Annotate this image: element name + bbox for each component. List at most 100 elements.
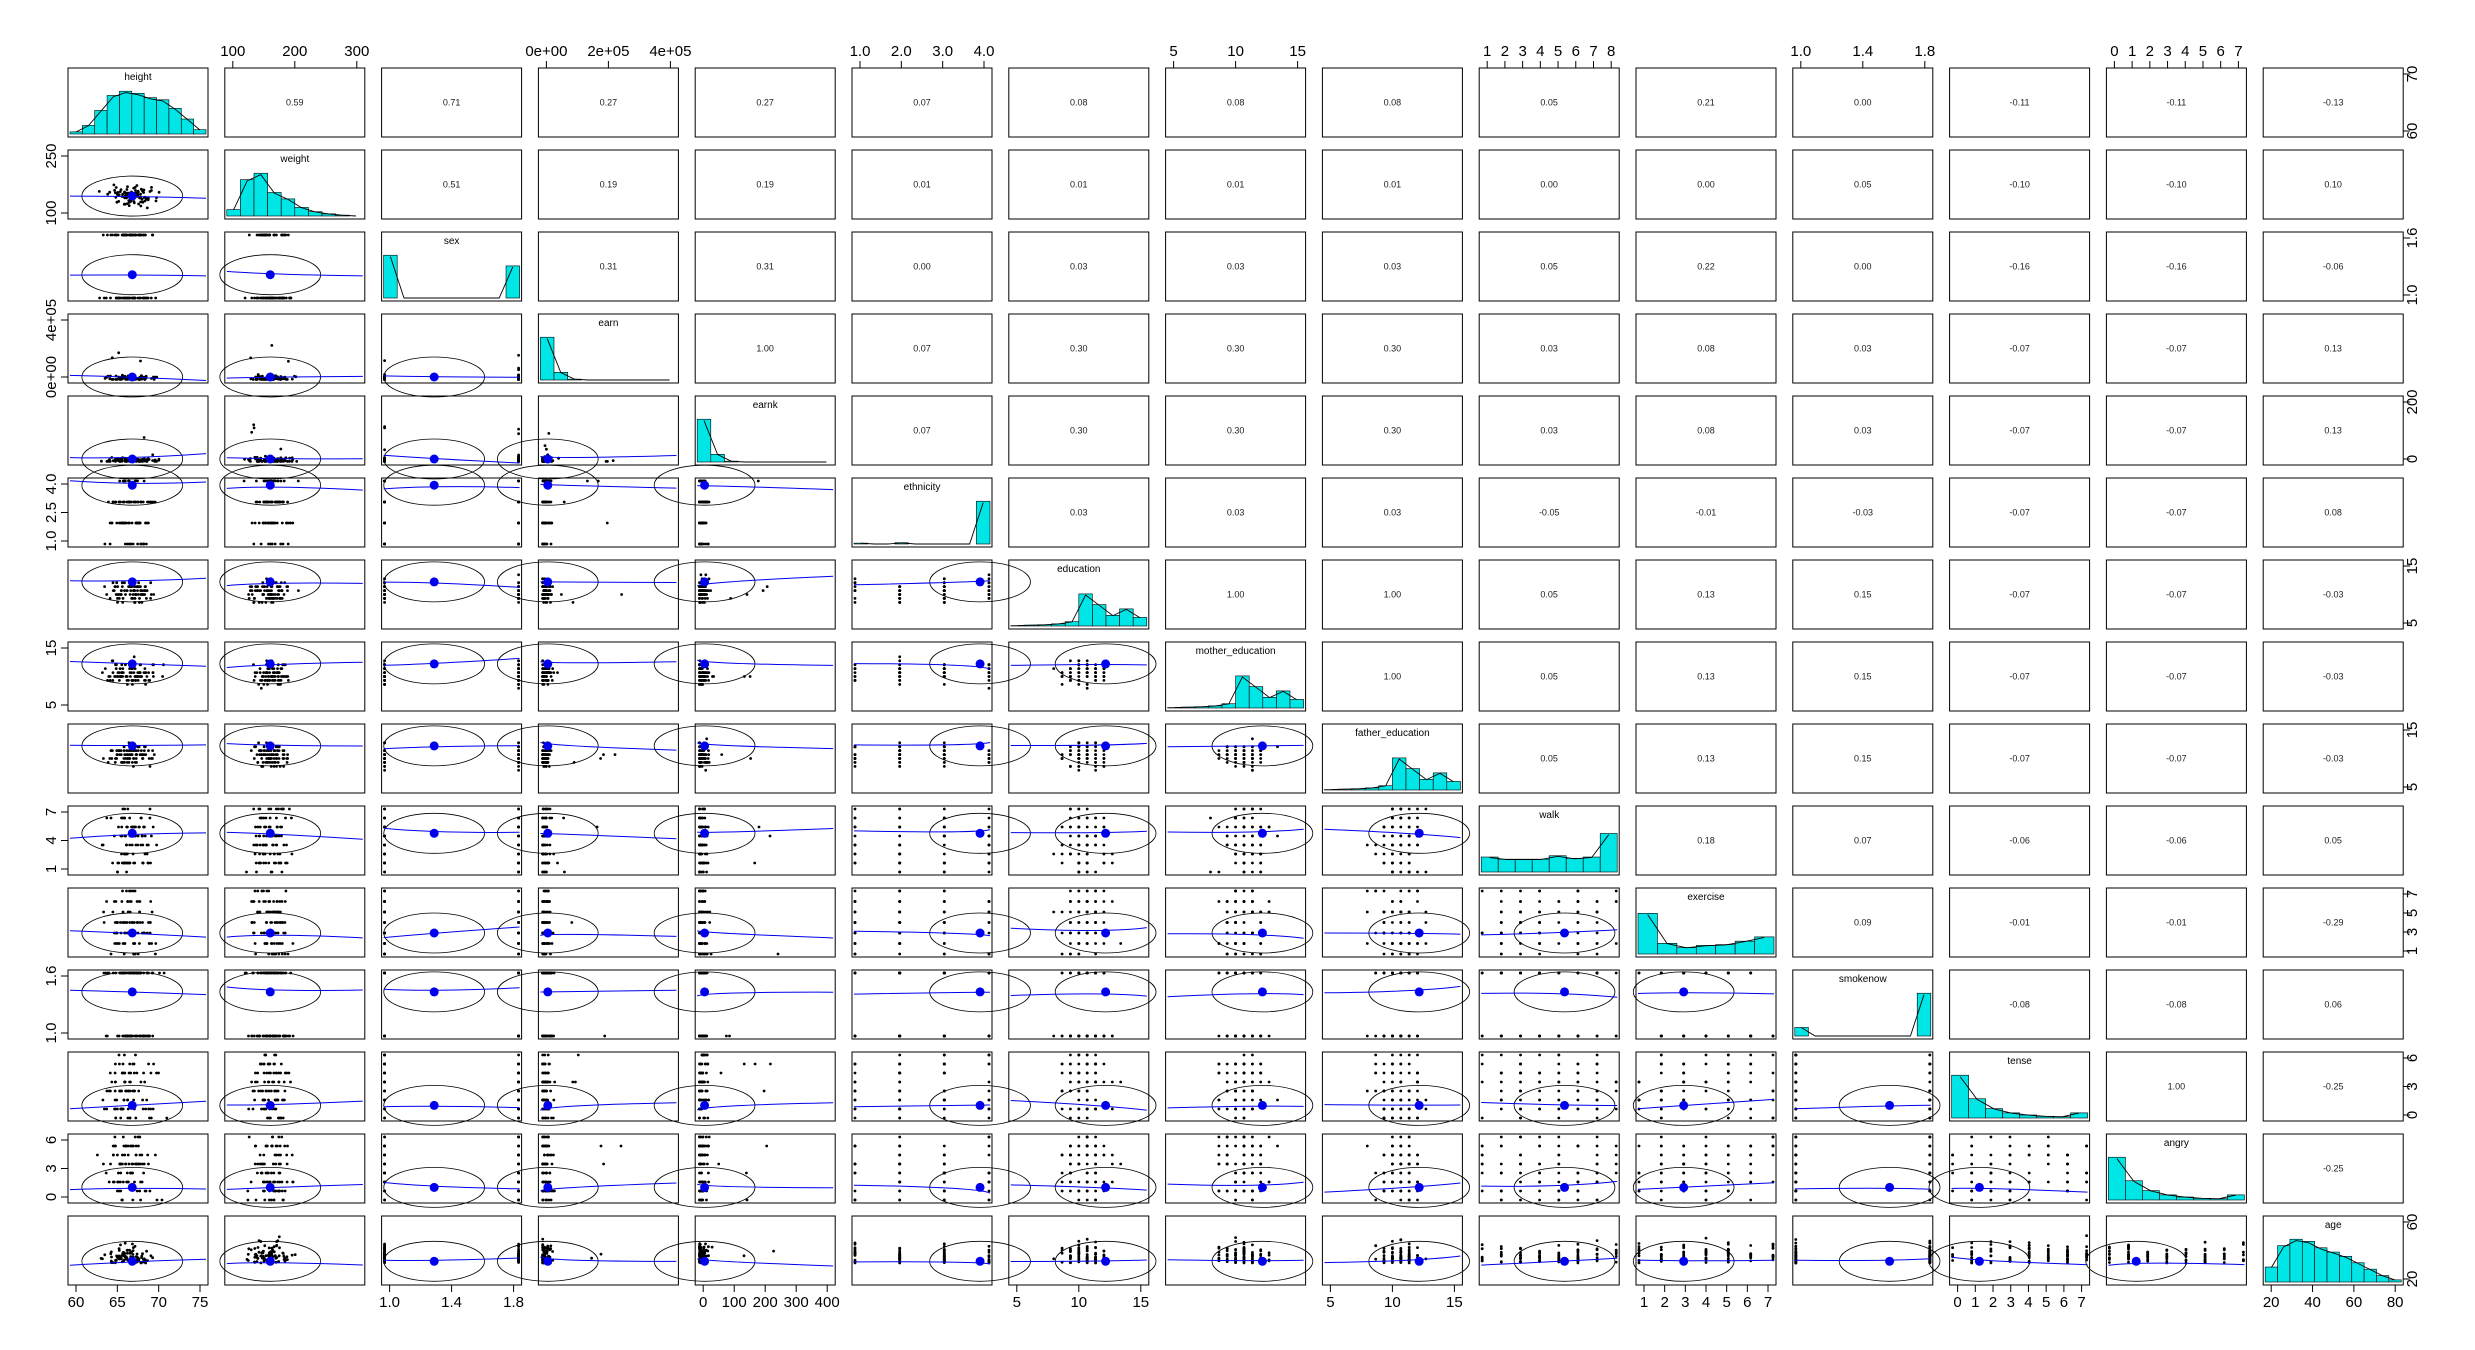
data-point xyxy=(120,459,124,463)
data-point xyxy=(259,542,263,546)
panel-sex-age: -0.06 xyxy=(2262,231,2404,302)
correlation-value: 1.00 xyxy=(1227,590,1245,600)
data-point xyxy=(154,199,158,203)
panel-frame xyxy=(224,887,366,958)
panel-height-smokenow: 0.00 xyxy=(1792,67,1934,138)
data-point xyxy=(297,589,300,592)
data-point xyxy=(1424,870,1428,874)
data-point xyxy=(1094,679,1097,682)
smoother-line xyxy=(226,831,363,840)
data-point xyxy=(145,597,148,600)
data-point xyxy=(1077,659,1081,663)
panel-mother_education-height xyxy=(67,641,209,712)
panel-frame xyxy=(1949,313,2091,384)
data-point xyxy=(102,910,105,914)
data-point xyxy=(280,521,284,525)
data-point xyxy=(1085,659,1089,663)
data-point xyxy=(288,459,291,463)
data-point xyxy=(383,675,386,678)
data-point xyxy=(542,749,546,752)
panel-earn-weight xyxy=(219,313,366,398)
hist-bar xyxy=(193,129,207,135)
panel-frame xyxy=(1635,149,1777,220)
data-point xyxy=(116,585,120,588)
data-point xyxy=(1382,843,1386,847)
data-point xyxy=(143,667,147,670)
data-point xyxy=(260,374,264,378)
data-point xyxy=(257,521,261,525)
data-point xyxy=(543,444,547,447)
data-point xyxy=(1102,765,1106,768)
data-point xyxy=(138,378,141,381)
panel-frame xyxy=(2105,313,2247,384)
panel-frame xyxy=(1321,67,1463,138)
mean-point xyxy=(700,480,710,490)
data-point xyxy=(116,861,120,865)
data-point xyxy=(987,825,991,829)
data-point xyxy=(383,597,386,600)
correlation-ellipse xyxy=(383,438,485,480)
data-point xyxy=(1102,757,1106,760)
data-point xyxy=(276,749,279,752)
data-point xyxy=(261,843,265,847)
data-point xyxy=(275,597,279,600)
data-point xyxy=(542,593,546,596)
data-point xyxy=(383,359,386,362)
data-point xyxy=(703,816,707,820)
data-point xyxy=(137,202,141,206)
correlation-value: 0.15 xyxy=(1854,754,1872,764)
data-point xyxy=(130,921,134,924)
data-point xyxy=(987,675,991,678)
data-point xyxy=(551,667,555,670)
panel-frame xyxy=(694,149,836,220)
panel-height-education: 0.08 xyxy=(1008,67,1150,138)
hist-bar xyxy=(280,198,296,217)
mean-point xyxy=(1101,741,1111,751)
data-point xyxy=(142,188,145,192)
data-point xyxy=(987,807,991,811)
panel-exercise-earn xyxy=(496,887,679,958)
data-point xyxy=(546,679,550,682)
data-point xyxy=(255,500,259,504)
data-point xyxy=(1085,675,1089,678)
data-point xyxy=(272,593,275,596)
data-point xyxy=(1391,834,1394,838)
data-point xyxy=(268,500,272,504)
data-point xyxy=(266,683,269,686)
data-point xyxy=(1225,749,1229,752)
data-point xyxy=(1085,870,1089,874)
data-point xyxy=(548,921,551,924)
data-point xyxy=(139,675,143,678)
data-point xyxy=(1365,843,1369,847)
data-point xyxy=(264,500,268,504)
panel-weight-ethnicity: 0.01 xyxy=(851,149,993,220)
panel-earn-age: 0.13 xyxy=(2262,313,2404,384)
panel-ethnicity-angry: -0.07 xyxy=(2105,477,2247,548)
panel-sex-weight xyxy=(219,231,366,302)
data-point xyxy=(131,296,135,300)
data-point xyxy=(1060,757,1064,760)
data-point xyxy=(250,430,254,434)
panel-walk-height xyxy=(67,805,209,876)
data-point xyxy=(131,889,135,893)
panel-frame xyxy=(67,805,209,876)
data-point xyxy=(942,807,946,811)
data-point xyxy=(259,679,262,682)
data-point xyxy=(383,942,386,945)
data-point xyxy=(264,825,268,829)
correlation-value: 0.30 xyxy=(1384,426,1402,436)
data-point xyxy=(549,593,553,596)
data-point xyxy=(275,753,278,756)
data-point xyxy=(273,679,277,682)
correlation-value: -0.03 xyxy=(2323,590,2344,600)
data-point xyxy=(853,807,857,811)
data-point xyxy=(108,377,112,381)
data-point xyxy=(720,753,724,756)
data-point xyxy=(103,585,106,588)
data-point xyxy=(701,500,704,504)
data-point xyxy=(1399,870,1403,874)
data-point xyxy=(1259,870,1263,874)
hist-bar xyxy=(156,99,170,135)
data-point xyxy=(143,199,147,203)
data-point xyxy=(1251,749,1254,752)
